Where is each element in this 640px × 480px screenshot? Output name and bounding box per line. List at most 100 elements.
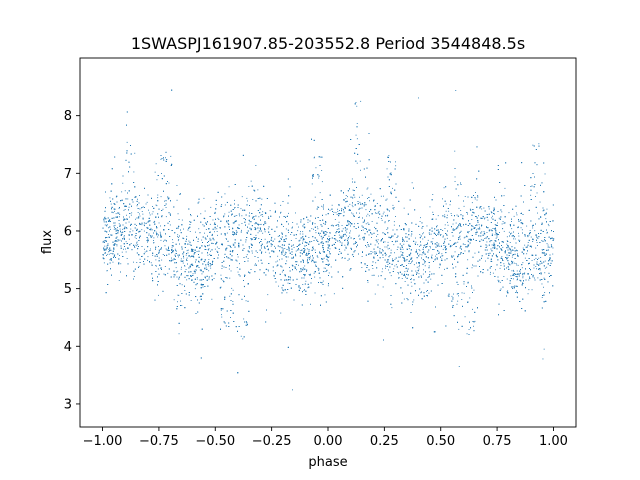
data-point xyxy=(418,266,420,268)
data-point xyxy=(319,192,321,194)
data-point xyxy=(509,264,511,266)
data-point xyxy=(161,215,163,216)
data-point xyxy=(321,170,323,171)
data-point xyxy=(401,265,403,266)
data-point xyxy=(176,271,178,273)
data-point xyxy=(160,225,161,227)
data-point xyxy=(371,274,373,276)
data-point xyxy=(530,194,532,196)
data-point xyxy=(423,269,424,271)
data-point xyxy=(311,228,313,230)
data-point xyxy=(115,196,117,198)
data-point xyxy=(520,227,522,229)
data-point xyxy=(329,209,331,211)
data-point xyxy=(527,293,529,295)
data-point xyxy=(468,232,469,234)
data-point xyxy=(209,223,211,225)
data-point xyxy=(201,273,203,275)
data-point xyxy=(136,205,138,207)
data-point xyxy=(226,232,228,234)
data-point xyxy=(419,263,420,265)
data-point xyxy=(512,278,514,280)
data-point xyxy=(134,247,136,248)
data-point xyxy=(372,268,374,269)
data-point xyxy=(471,267,473,269)
data-point xyxy=(309,255,311,257)
data-point xyxy=(365,209,367,211)
data-point xyxy=(364,264,366,266)
data-point xyxy=(361,267,363,268)
data-point xyxy=(366,188,368,190)
data-point xyxy=(329,238,330,240)
data-point xyxy=(207,254,209,256)
data-point xyxy=(234,207,235,209)
data-point xyxy=(427,239,429,241)
data-point xyxy=(151,213,153,215)
data-point xyxy=(106,247,108,248)
data-point xyxy=(506,243,508,245)
data-point xyxy=(237,256,239,258)
data-point xyxy=(269,210,271,212)
data-point xyxy=(292,389,293,391)
data-point xyxy=(345,235,347,237)
data-point xyxy=(183,228,184,230)
data-point xyxy=(144,248,145,250)
data-point xyxy=(478,215,479,217)
data-point xyxy=(339,210,340,211)
data-point xyxy=(173,299,175,301)
data-point xyxy=(213,224,215,225)
data-point xyxy=(550,244,552,246)
data-point xyxy=(300,252,302,254)
data-point xyxy=(264,231,266,233)
data-point xyxy=(172,239,173,241)
data-point xyxy=(543,252,544,254)
data-point xyxy=(260,214,262,216)
data-point xyxy=(221,268,223,269)
data-point xyxy=(345,248,347,249)
data-point xyxy=(351,212,353,214)
data-point xyxy=(461,299,463,300)
data-point xyxy=(527,236,529,238)
data-point xyxy=(400,251,402,253)
data-point xyxy=(135,218,136,220)
data-point xyxy=(280,312,282,314)
data-point xyxy=(536,235,538,237)
data-point xyxy=(319,234,320,236)
data-point xyxy=(330,225,332,227)
data-point xyxy=(360,169,361,171)
data-point xyxy=(382,286,384,288)
data-point xyxy=(497,222,498,224)
data-point xyxy=(495,229,497,231)
data-point xyxy=(512,254,514,256)
data-point xyxy=(149,229,151,230)
data-point xyxy=(250,239,252,241)
data-point xyxy=(377,239,379,241)
data-point xyxy=(328,272,330,274)
data-point xyxy=(344,244,346,246)
data-point xyxy=(133,261,134,263)
data-point xyxy=(330,266,332,268)
data-point xyxy=(124,190,126,192)
data-point xyxy=(288,250,290,252)
data-point xyxy=(108,253,110,255)
data-point xyxy=(304,275,305,277)
data-point xyxy=(544,260,546,262)
data-point xyxy=(475,232,477,233)
data-point xyxy=(198,228,200,230)
data-point xyxy=(503,195,505,197)
data-point xyxy=(541,249,543,251)
data-point xyxy=(361,194,363,196)
data-point xyxy=(375,212,377,214)
data-point xyxy=(343,215,345,217)
data-point xyxy=(125,251,127,253)
data-point xyxy=(139,213,140,215)
data-point xyxy=(349,209,351,210)
data-point xyxy=(438,243,440,245)
data-point xyxy=(424,265,426,267)
data-point xyxy=(410,235,412,237)
data-point xyxy=(338,232,340,233)
data-point xyxy=(394,265,396,267)
data-point xyxy=(403,240,405,242)
data-point xyxy=(522,273,524,274)
data-point xyxy=(314,292,316,294)
